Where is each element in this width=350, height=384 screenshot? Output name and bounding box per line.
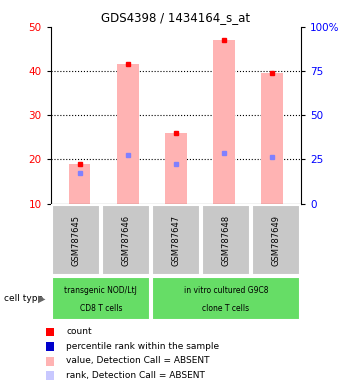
Text: percentile rank within the sample: percentile rank within the sample bbox=[66, 342, 220, 351]
Text: ▶: ▶ bbox=[38, 293, 45, 304]
Bar bbox=[152, 205, 200, 275]
Text: rank, Detection Call = ABSENT: rank, Detection Call = ABSENT bbox=[66, 371, 205, 380]
Text: GSM787647: GSM787647 bbox=[172, 214, 180, 266]
Bar bbox=[69, 164, 90, 204]
Bar bbox=[152, 277, 300, 320]
Text: clone T cells: clone T cells bbox=[202, 304, 250, 313]
Text: cell type: cell type bbox=[4, 294, 43, 303]
Title: GDS4398 / 1434164_s_at: GDS4398 / 1434164_s_at bbox=[101, 11, 251, 24]
Text: GSM787646: GSM787646 bbox=[121, 214, 130, 266]
Text: GSM787649: GSM787649 bbox=[272, 215, 280, 265]
Text: CD8 T cells: CD8 T cells bbox=[79, 304, 122, 313]
Bar bbox=[213, 40, 235, 204]
Bar bbox=[102, 205, 150, 275]
Bar bbox=[202, 205, 250, 275]
Text: count: count bbox=[66, 327, 92, 336]
Bar bbox=[52, 277, 150, 320]
Text: value, Detection Call = ABSENT: value, Detection Call = ABSENT bbox=[66, 356, 210, 366]
Bar bbox=[261, 73, 283, 204]
Bar bbox=[165, 133, 187, 204]
Bar bbox=[252, 205, 300, 275]
Text: transgenic NOD/LtJ: transgenic NOD/LtJ bbox=[64, 286, 137, 295]
Text: in vitro cultured G9C8: in vitro cultured G9C8 bbox=[184, 286, 268, 295]
Bar bbox=[117, 65, 139, 204]
Bar bbox=[52, 205, 100, 275]
Text: GSM787645: GSM787645 bbox=[71, 215, 80, 265]
Text: GSM787648: GSM787648 bbox=[222, 214, 230, 266]
